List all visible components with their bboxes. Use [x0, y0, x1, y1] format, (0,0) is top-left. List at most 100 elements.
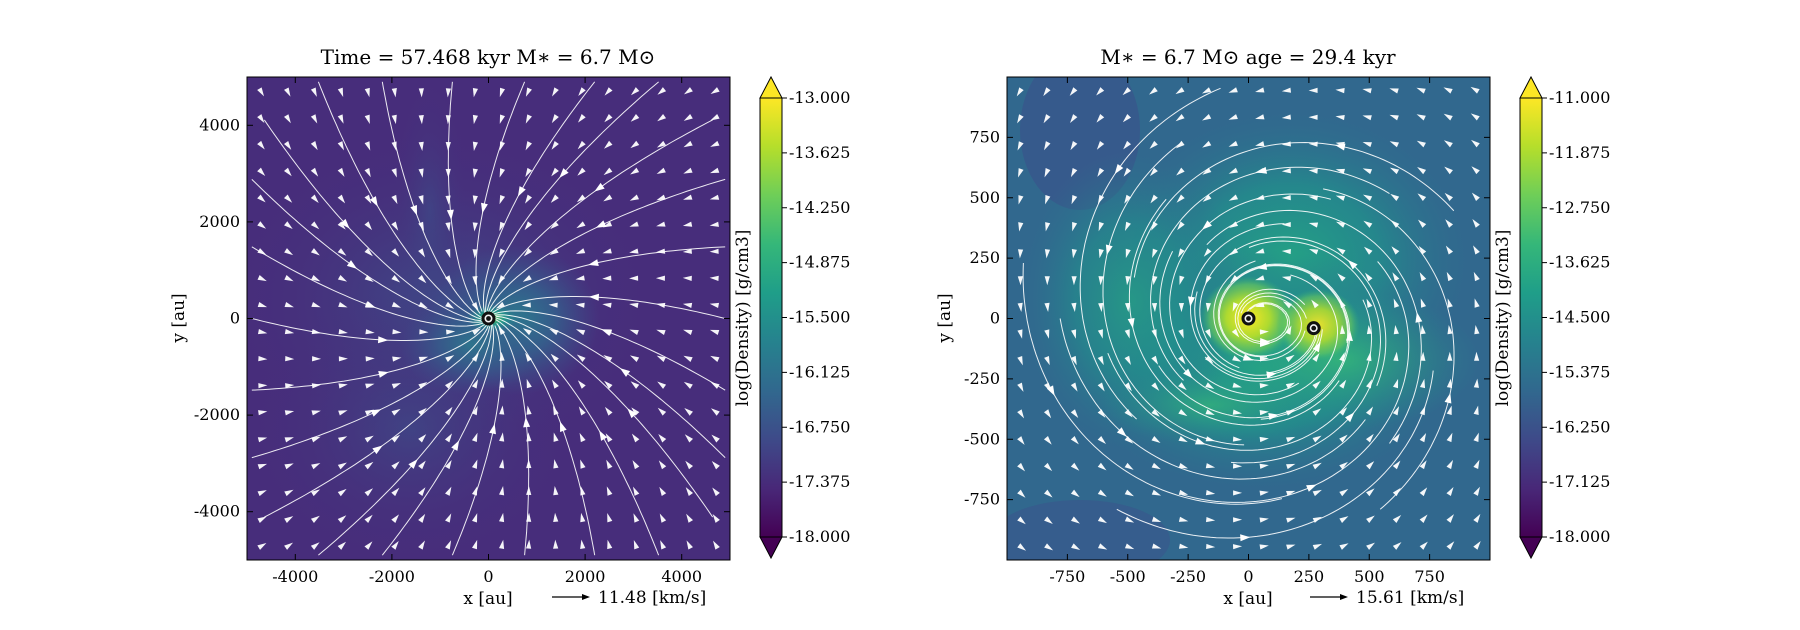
- right-quiver-key-arrowhead: [1340, 594, 1348, 600]
- left-velocity-arrow: [418, 168, 424, 178]
- right-velocity-arrow: [1098, 221, 1105, 232]
- left-velocity-arrow: [524, 221, 533, 231]
- right-velocity-arrow: [1443, 140, 1453, 148]
- left-velocity-arrow: [656, 167, 666, 175]
- left-velocity-arrow: [472, 539, 478, 550]
- left-velocity-arrow: [337, 488, 347, 497]
- left-streamline: [493, 316, 660, 556]
- left-colorbar: -13.000 -13.625 -14.250 -14.875 -15.500 -16.1…: [733, 75, 850, 560]
- right-velocity-arrow: [1417, 219, 1427, 228]
- left-velocity-arrow: [658, 433, 667, 443]
- right-velocity-arrow: [1205, 382, 1215, 390]
- right-streamline: [1133, 141, 1455, 278]
- right-velocity-arrow: [1473, 459, 1480, 469]
- right-streamline-arrowhead: [1194, 437, 1206, 445]
- left-streamline-arrowhead: [595, 220, 607, 228]
- left-stars: [481, 311, 496, 326]
- left-colorbar-tick-label: -14.875: [789, 253, 850, 272]
- left-velocity-arrow: [578, 87, 586, 97]
- right-velocity-arrow: [1044, 249, 1051, 259]
- right-velocity-arrow: [1393, 351, 1399, 361]
- right-velocity-arrow: [1474, 351, 1480, 361]
- left-velocity-arrow: [364, 541, 373, 550]
- right-velocity-arrow: [1097, 516, 1108, 524]
- left-velocity-arrow: [632, 486, 640, 496]
- right-streamline-arrowhead: [1344, 412, 1355, 423]
- left-velocity-arrow: [365, 383, 375, 389]
- right-velocity-arrow: [1447, 351, 1453, 361]
- right-velocity-arrow: [1447, 324, 1453, 335]
- left-velocity-arrow: [657, 113, 667, 122]
- left-velocity-arrow: [602, 275, 612, 281]
- right-velocity-arrow: [1419, 378, 1426, 389]
- right-velocity-arrow: [1335, 114, 1345, 121]
- left-velocity-arrow: [577, 140, 586, 150]
- right-streamline: [1206, 209, 1422, 444]
- left-velocity-arrow: [337, 275, 348, 282]
- left-velocity-arrow: [709, 248, 719, 254]
- right-velocity-arrow: [1443, 113, 1453, 121]
- right-colorbar-tick-label: -12.750: [1549, 198, 1610, 217]
- right-velocity-arrow: [1286, 544, 1296, 550]
- left-velocity-arrow: [257, 140, 265, 150]
- right-velocity-arrow: [1420, 351, 1426, 361]
- left-velocity-arrow: [604, 113, 613, 123]
- right-streamline-arrowhead: [1183, 368, 1193, 379]
- left-velocity-arrow: [418, 274, 427, 284]
- left-velocity-arrow: [337, 541, 347, 550]
- right-streamline: [1059, 318, 1366, 480]
- left-velocity-arrow: [712, 540, 720, 550]
- left-velocity-arrow: [419, 329, 429, 335]
- left-velocity-arrow: [655, 275, 665, 281]
- right-velocity-arrow: [1420, 298, 1427, 308]
- right-streamline-arrowhead: [1127, 317, 1135, 329]
- left-velocity-arrow: [471, 459, 478, 469]
- right-velocity-arrow: [1070, 167, 1078, 178]
- left-velocity-arrow: [444, 380, 454, 389]
- right-streamline: [1213, 260, 1306, 362]
- left-velocity-arrow: [709, 275, 719, 281]
- left-velocity-arrow: [552, 87, 559, 97]
- right-velocity-arrow: [1096, 140, 1105, 150]
- right-streamline-arrowhead: [1266, 371, 1277, 379]
- right-xtick-label: -750: [1049, 567, 1085, 586]
- left-velocity-arrow: [391, 194, 398, 205]
- left-velocity-arrow: [338, 329, 348, 335]
- right-streamline: [1218, 265, 1349, 357]
- right-velocity-arrow: [1285, 325, 1292, 335]
- right-velocity-arrow: [1097, 543, 1108, 550]
- left-velocity-arrow: [337, 221, 346, 230]
- right-velocity-arrow: [1419, 272, 1427, 282]
- left-streamline: [495, 315, 714, 518]
- right-colorbar-tick-label: -15.375: [1549, 362, 1610, 381]
- right-velocity-arrow: [1149, 167, 1158, 177]
- left-velocity-arrow: [550, 221, 559, 230]
- right-velocity-arrow: [1471, 139, 1480, 148]
- left-streamline: [251, 246, 485, 327]
- left-velocity-arrow: [285, 383, 295, 389]
- right-velocity-arrow: [1018, 195, 1024, 205]
- right-velocity-arrow: [1363, 220, 1373, 228]
- right-streamline-arrowhead: [1105, 244, 1113, 256]
- right-velocity-arrow: [1201, 87, 1212, 94]
- right-streamline: [1159, 251, 1339, 403]
- left-velocity-arrow: [284, 87, 291, 97]
- left-velocity-arrow: [418, 141, 424, 152]
- right-streamline-arrowhead: [1202, 220, 1212, 230]
- right-colorbar-tick-label: -16.250: [1549, 417, 1610, 436]
- right-velocity-arrow: [1389, 114, 1399, 121]
- left-velocity-arrow: [630, 381, 640, 389]
- left-velocity-arrow: [364, 87, 370, 98]
- right-velocity-arrow: [1017, 276, 1023, 286]
- left-streamline-arrowhead: [451, 440, 460, 451]
- right-density-map: [1007, 77, 1490, 560]
- right-streamline: [1194, 291, 1318, 376]
- right-velocity-arrow: [1124, 409, 1133, 418]
- left-velocity-arrow: [683, 167, 693, 174]
- left-streamline: [251, 318, 486, 341]
- right-ytick-label: -750: [964, 490, 1000, 509]
- right-velocity-arrow: [1043, 409, 1052, 419]
- right-streamline-arrowhead: [1116, 427, 1127, 437]
- left-velocity-arrow: [710, 140, 720, 147]
- right-velocity-arrow: [1365, 272, 1373, 282]
